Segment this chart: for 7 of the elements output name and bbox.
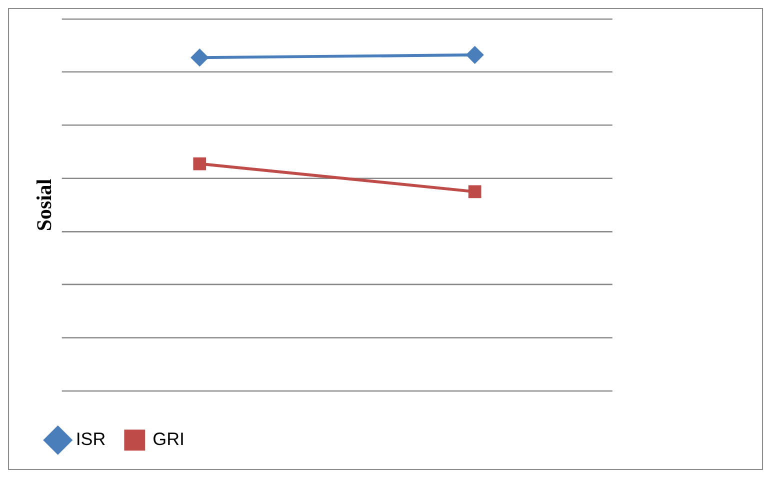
- point: [468, 185, 482, 198]
- point: [191, 49, 208, 66]
- legend-label: ISR: [76, 429, 106, 450]
- point: [466, 46, 484, 64]
- legend-label: GRI: [152, 429, 185, 450]
- point: [193, 157, 206, 170]
- y-axis-title: Sosial: [32, 178, 56, 232]
